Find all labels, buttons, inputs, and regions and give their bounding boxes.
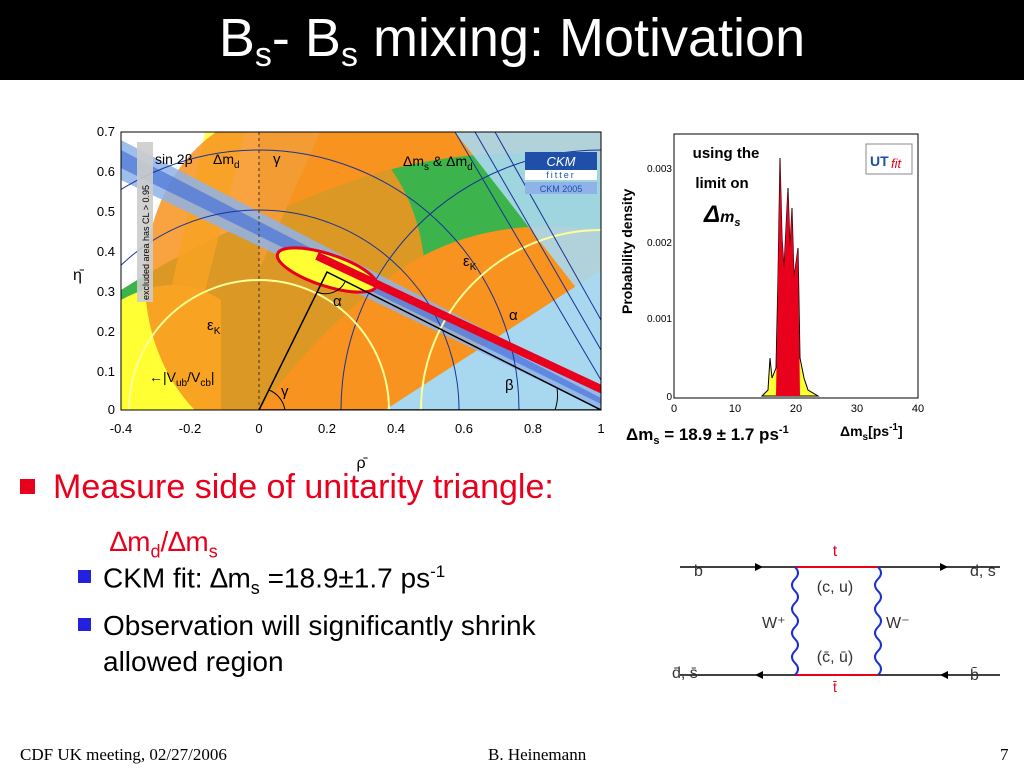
xtick-label: -0.4 (110, 421, 132, 436)
bullet-ratio: ∆md/∆ms (110, 526, 218, 562)
bullet-ckm-fit: CKM fit: ∆ms =18.9±1.7 ps-1 (78, 562, 445, 599)
ckm-x-axis-label: ρ̄ (356, 455, 368, 472)
footer-author: B. Heinemann (488, 745, 587, 764)
footer-page-number: 7 (1000, 745, 1009, 764)
ytick-label: 0 (108, 402, 115, 417)
ytick-label: 0.2 (97, 324, 115, 339)
ytick-label: 0.003 (647, 164, 672, 175)
xtick-label: 0.6 (455, 421, 473, 436)
xtick-label: 40 (912, 403, 924, 415)
ytick-label: 0.4 (97, 244, 115, 259)
ckm-fitter-plot: excluded area has CL > 0.95 0.7 0.6 0.5 … (73, 124, 605, 472)
ytick-label: 0.6 (97, 164, 115, 179)
feynman-t: t (833, 543, 838, 560)
feynman-b-left: b (694, 563, 703, 580)
ytick-label: 0.002 (647, 238, 672, 249)
xtick-label: 20 (790, 403, 802, 415)
label-epsilon-k-left: εK (207, 317, 221, 337)
ytick-label: 0.7 (97, 124, 115, 139)
label-gamma-top: γ (273, 151, 281, 168)
label-gamma-triangle: γ (281, 383, 289, 400)
svg-text:CKM: CKM (547, 154, 576, 169)
annotation-line1: using the (693, 145, 760, 162)
feynman-box-diagram: b t d, s (c, u) W⁺ W⁻ (c̄, ū) d̄, s̄ t̄ … (672, 543, 1000, 695)
label-alpha-triangle: α (333, 293, 342, 310)
bullet-observation: Observation will significantly shrink all… (78, 608, 536, 680)
title-bar: Bs- Bs mixing: Motivation (0, 0, 1024, 80)
xtick-label: 0.8 (524, 421, 542, 436)
feynman-ds-right: d, s (970, 563, 996, 580)
excluded-area-label: excluded area has CL > 0.95 (141, 185, 151, 300)
xtick-label: 10 (729, 403, 741, 415)
ytick-label: 0.1 (97, 364, 115, 379)
svg-text:fitter: fitter (546, 170, 576, 180)
footer-meeting: CDF UK meeting, 02/27/2006 (20, 745, 227, 764)
utfit-logo: UT fit (865, 143, 913, 175)
ckmfitter-logo: CKM fitter CKM 2005 (525, 152, 597, 194)
ytick-label: 0.3 (97, 284, 115, 299)
utfit-x-axis-label: Δms[ps-1] (840, 422, 903, 443)
bullet-marker-red (20, 479, 35, 494)
label-sin2beta: sin 2β (155, 151, 193, 167)
annotation-line2: limit on (695, 175, 748, 192)
feynman-wminus: W⁻ (886, 615, 910, 632)
label-alpha-right: α (509, 307, 518, 324)
svg-text:CKM 2005: CKM 2005 (540, 184, 583, 194)
annotation-delta-ms: Δms (703, 201, 740, 229)
ytick-label: 0.001 (647, 314, 672, 325)
ytick-label: 0 (666, 392, 672, 403)
xtick-label: -0.2 (179, 421, 201, 436)
label-epsilon-k-right: εK (463, 253, 477, 273)
label-beta: β (505, 377, 514, 394)
utfit-y-axis-label: Probability density (619, 189, 635, 314)
ckm-y-axis-label: η̄ (73, 267, 85, 284)
slide-title: Bs- Bs mixing: Motivation (218, 8, 806, 74)
label-vub-vcb: ←|Vub/Vcb| (149, 369, 215, 389)
bullet-marker-blue (78, 570, 91, 584)
xtick-label: 0.4 (387, 421, 405, 436)
svg-text:UT: UT (870, 153, 889, 169)
label-dmd: Δmd (213, 151, 240, 171)
feynman-ds-bar: d̄, s̄ (672, 665, 698, 682)
utfit-probability-plot: 0.003 0.002 0.001 0 0 10 20 30 40 Probab… (612, 128, 942, 450)
xtick-label: 0.2 (318, 421, 336, 436)
ytick-label: 0.5 (97, 204, 115, 219)
svg-text:fit: fit (891, 156, 903, 171)
xtick-label: 1 (597, 421, 604, 436)
utfit-result: Δms = 18.9 ± 1.7 ps-1 (626, 424, 789, 447)
feynman-wplus: W⁺ (762, 615, 786, 632)
xtick-label: 30 (851, 403, 863, 415)
bullet-marker-blue (78, 618, 91, 631)
feynman-cu-bar: (c̄, ū) (817, 649, 853, 666)
bullet-main: Measure side of unitarity triangle: (20, 468, 554, 507)
xtick-label: 0 (671, 403, 677, 415)
xtick-label: 0 (255, 421, 262, 436)
feynman-t-bar: t̄ (833, 679, 837, 695)
label-dms-dmd: Δms & Δmd (403, 153, 473, 173)
feynman-b-bar: b̄ (970, 667, 979, 684)
feynman-cu: (c, u) (817, 579, 853, 596)
